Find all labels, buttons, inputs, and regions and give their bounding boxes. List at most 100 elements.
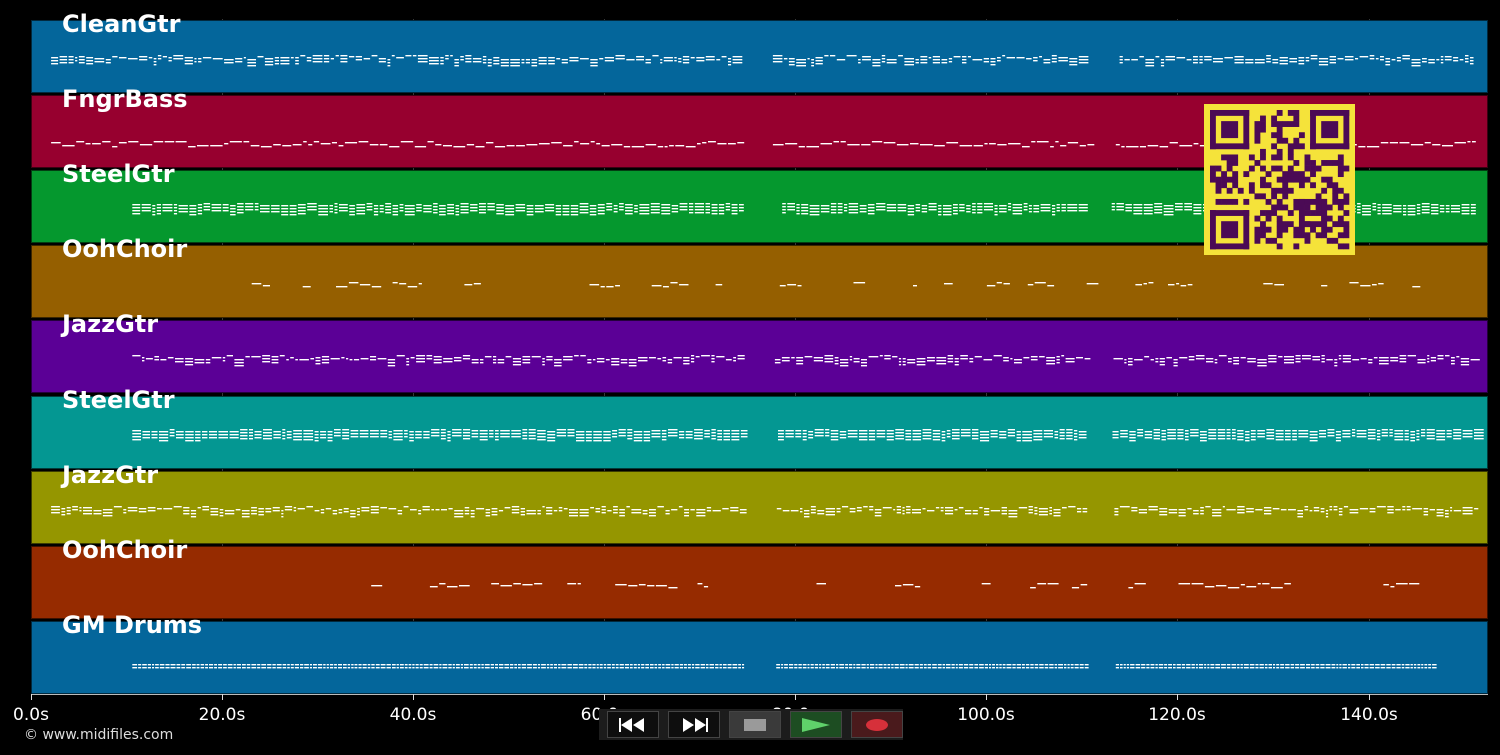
midi-note xyxy=(282,429,286,431)
midi-note xyxy=(417,61,428,63)
midi-note xyxy=(628,365,637,367)
midi-note xyxy=(297,207,306,209)
midi-note xyxy=(147,667,151,669)
midi-note xyxy=(152,664,155,666)
midi-note xyxy=(872,62,881,64)
midi-note xyxy=(639,207,650,209)
midi-note xyxy=(732,667,738,669)
midi-note xyxy=(295,57,299,59)
midi-note xyxy=(373,208,379,210)
midi-note xyxy=(896,512,901,514)
midi-note xyxy=(422,509,430,511)
track-lane[interactable]: GM Drums xyxy=(31,611,1488,694)
midi-note xyxy=(132,667,138,669)
midi-note xyxy=(371,664,375,666)
track-lane[interactable]: JazzGtr xyxy=(31,310,1488,393)
qr-module xyxy=(1310,160,1316,166)
midi-note xyxy=(246,664,251,666)
midi-note xyxy=(969,361,974,363)
stop-button[interactable] xyxy=(729,711,781,738)
midi-note xyxy=(800,511,803,513)
qr-module xyxy=(1232,160,1239,166)
fast-forward-button[interactable] xyxy=(668,711,720,738)
midi-note xyxy=(367,667,371,669)
track-lane[interactable]: JazzGtr xyxy=(31,461,1488,544)
midi-note xyxy=(310,358,314,360)
midi-note xyxy=(922,432,932,434)
midi-note xyxy=(711,429,716,431)
midi-note xyxy=(495,430,499,432)
midi-note xyxy=(1213,61,1223,63)
midi-note xyxy=(380,664,386,666)
midi-note xyxy=(338,509,343,511)
midi-note xyxy=(1356,430,1367,432)
midi-note xyxy=(674,57,677,59)
midi-note xyxy=(1412,508,1423,510)
midi-note xyxy=(990,430,998,432)
midi-note xyxy=(1074,436,1078,438)
midi-note xyxy=(1215,664,1221,666)
midi-note xyxy=(856,507,862,509)
track-lane[interactable]: SteelGtr xyxy=(31,386,1488,469)
midi-note xyxy=(1034,510,1038,512)
play-button[interactable] xyxy=(790,711,842,738)
midi-note xyxy=(992,667,995,669)
midi-note xyxy=(574,141,579,143)
midi-note xyxy=(1334,365,1338,367)
midi-note xyxy=(562,211,570,213)
midi-note xyxy=(1266,435,1275,437)
midi-note xyxy=(1289,61,1297,63)
midi-note xyxy=(1329,59,1336,61)
midi-note xyxy=(189,214,197,216)
rewind-button[interactable] xyxy=(607,711,659,738)
midi-note xyxy=(465,61,472,63)
midi-note xyxy=(1344,59,1354,61)
midi-note xyxy=(1049,513,1052,515)
midi-note xyxy=(479,203,486,205)
midi-note xyxy=(178,205,188,207)
midi-note xyxy=(176,437,184,439)
midi-note xyxy=(1056,356,1060,358)
midi-note xyxy=(1068,506,1076,508)
midi-note xyxy=(249,435,253,437)
qr-module xyxy=(1248,182,1255,189)
qr-module xyxy=(1293,171,1300,178)
track-lane[interactable]: OohChoir xyxy=(31,235,1488,318)
qr-module xyxy=(1337,215,1344,222)
midi-note xyxy=(1459,59,1464,61)
midi-note xyxy=(972,203,976,205)
midi-note xyxy=(1309,434,1318,436)
midi-note xyxy=(1356,433,1367,435)
midi-note xyxy=(1176,667,1181,669)
qr-module xyxy=(1254,193,1261,200)
midi-note xyxy=(1280,509,1287,511)
midi-note xyxy=(388,434,392,436)
midi-note xyxy=(694,212,704,214)
midi-note xyxy=(983,206,993,208)
record-button[interactable] xyxy=(851,711,903,738)
midi-note xyxy=(825,514,835,516)
qr-module xyxy=(1254,226,1261,233)
midi-note xyxy=(1290,664,1295,666)
midi-note xyxy=(234,362,244,364)
track-lane[interactable]: CleanGtr xyxy=(31,10,1488,93)
midi-note xyxy=(887,664,891,666)
midi-note xyxy=(645,667,649,669)
midi-note xyxy=(1198,664,1204,666)
midi-note xyxy=(905,436,912,438)
midi-note xyxy=(1320,667,1325,669)
midi-note xyxy=(868,439,876,441)
midi-note xyxy=(251,667,257,669)
midi-note xyxy=(1138,509,1147,511)
midi-note xyxy=(1417,362,1426,364)
midi-note xyxy=(920,62,928,64)
track-lane[interactable]: OohChoir xyxy=(31,536,1488,619)
midi-note xyxy=(51,509,60,511)
midi-note xyxy=(132,430,141,432)
midi-note xyxy=(905,439,912,441)
midi-note xyxy=(731,433,740,435)
midi-note xyxy=(243,141,250,143)
midi-note xyxy=(192,664,196,666)
midi-note xyxy=(847,430,858,432)
midi-note xyxy=(1439,205,1445,207)
